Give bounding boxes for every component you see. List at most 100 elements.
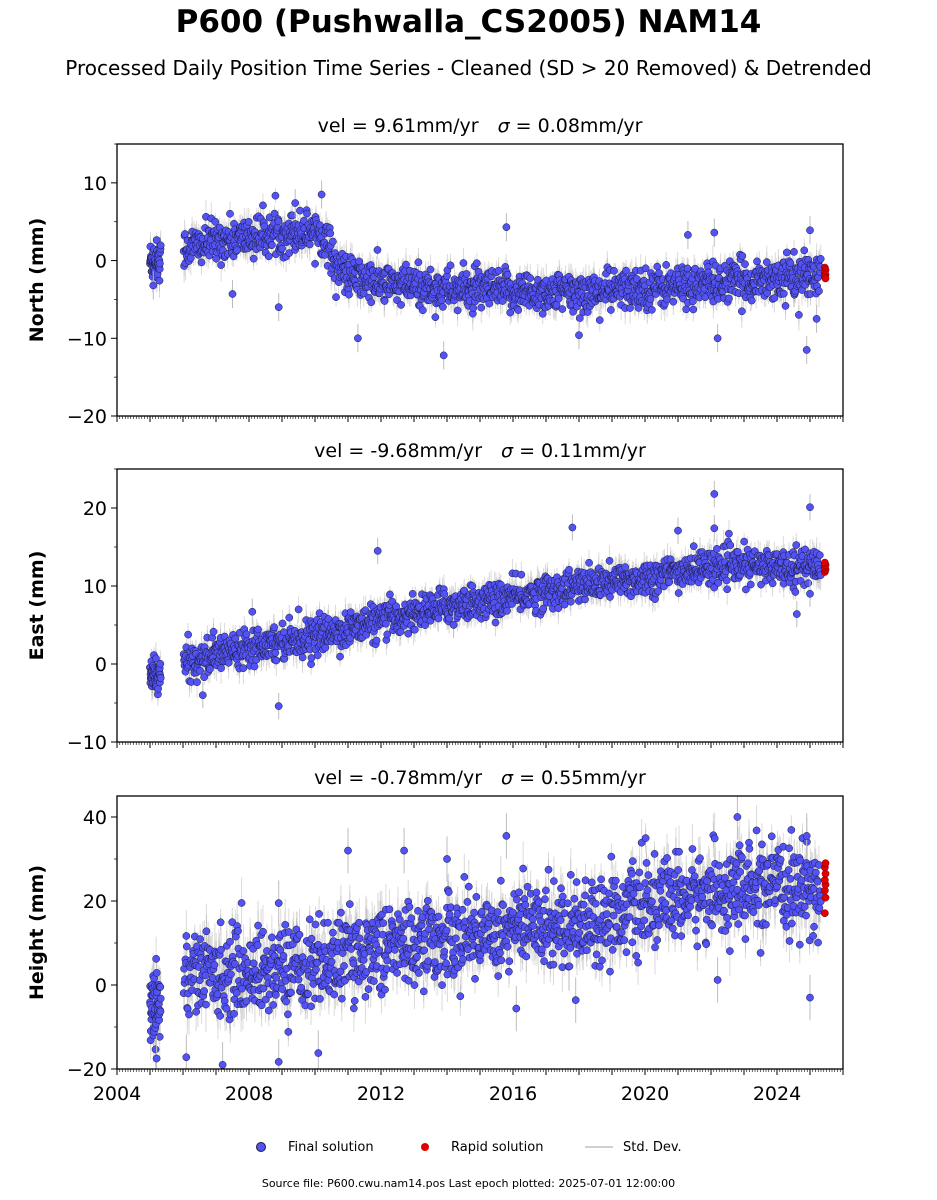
final-solution-point <box>485 299 494 308</box>
final-solution-outlier <box>812 315 821 323</box>
final-solution-point <box>554 294 563 303</box>
final-solution-point <box>303 209 311 218</box>
final-solution-point <box>632 275 641 283</box>
final-solution-point <box>453 306 462 315</box>
final-solution-point <box>753 257 761 266</box>
final-solution-point <box>249 254 258 263</box>
final-solution-point <box>431 313 440 322</box>
final-solution-point <box>494 266 503 275</box>
final-solution-point <box>197 258 206 267</box>
final-solution-point <box>738 252 747 260</box>
chart-subtitle: Processed Daily Position Time Series - C… <box>65 56 872 80</box>
final-solution-point <box>503 270 512 279</box>
final-solution-point <box>646 295 655 303</box>
panel-1: 10 0 −10 −20 North (mm) vel = 9.61mm/yr σ = 0… <box>26 115 844 428</box>
final-solution-point <box>296 206 304 215</box>
final-solution-point <box>259 201 267 210</box>
final-solution-point <box>437 296 446 305</box>
final-solution-point <box>669 297 678 306</box>
final-solution-point <box>738 307 746 316</box>
final-solution-point <box>622 266 630 275</box>
final-solution-point <box>779 289 788 298</box>
final-solution-outlier <box>806 226 814 235</box>
y-tick-label: −20 <box>67 406 107 428</box>
rapid-solution-points <box>821 263 830 283</box>
final-solution-outlier <box>575 331 583 340</box>
x-ticks <box>116 416 844 422</box>
final-solution-point <box>264 252 273 261</box>
final-solution-point <box>679 294 687 303</box>
final-solution-point <box>689 297 697 306</box>
final-solution-outlier <box>439 351 448 360</box>
final-solution-point <box>397 301 405 309</box>
final-solution-point <box>641 264 650 273</box>
final-solution-point <box>268 241 276 249</box>
sigma-text: = 0.08mm/yr <box>510 115 643 137</box>
chart-title: P600 (Pushwalla_CS2005) NAM14 <box>175 4 762 40</box>
final-solution-point <box>321 251 329 259</box>
final-solution-point <box>506 308 515 317</box>
final-solution-outlier <box>502 223 511 232</box>
final-solution-point <box>655 269 663 277</box>
y-axis-label: North (mm) <box>26 218 48 343</box>
rapid-solution-point <box>821 274 830 283</box>
final-solution-point <box>816 255 825 263</box>
final-solution-point <box>414 258 423 267</box>
final-solution-point <box>662 261 670 269</box>
final-solution-outlier <box>684 231 692 239</box>
final-solution-point <box>741 260 749 268</box>
final-solution-point <box>725 294 733 303</box>
final-solution-point <box>786 259 795 267</box>
final-solution-point <box>305 240 314 249</box>
final-solution-point <box>380 297 389 305</box>
final-solution-point <box>795 311 803 319</box>
final-solution-point <box>462 270 471 278</box>
final-solution-point <box>332 293 340 301</box>
final-solution-outlier <box>802 346 811 354</box>
final-solution-point <box>626 304 634 312</box>
final-solution-point <box>326 229 335 238</box>
final-solution-point <box>156 241 165 250</box>
final-solution-point <box>607 306 615 314</box>
final-solution-point <box>152 236 161 244</box>
final-solution-point <box>271 191 280 200</box>
final-solution-outlier <box>710 228 719 237</box>
final-solution-point <box>274 217 283 226</box>
final-solution-point <box>329 237 337 246</box>
final-solution-points <box>146 191 825 324</box>
final-solution-point <box>233 246 241 255</box>
final-solution-point <box>558 305 567 313</box>
final-solution-point <box>790 248 798 256</box>
y-tick-label: −10 <box>67 328 107 350</box>
final-solution-point <box>610 266 618 275</box>
final-solution-point <box>156 259 164 268</box>
final-solution-point <box>426 265 435 274</box>
final-solution-point <box>155 276 164 285</box>
final-solution-point <box>459 259 468 267</box>
final-solution-point <box>575 314 584 323</box>
final-solution-outlier <box>228 290 237 298</box>
final-solution-point <box>278 244 286 253</box>
final-solution-point <box>181 230 189 238</box>
final-solution-outlier <box>713 334 722 343</box>
final-solution-point <box>472 259 481 268</box>
final-solution-point <box>373 246 382 254</box>
final-solution-point <box>689 305 698 314</box>
final-solution-point <box>446 261 455 270</box>
final-solution-outlier <box>317 190 326 199</box>
y-tick-label: 10 <box>83 173 107 195</box>
final-solution-point <box>477 303 486 312</box>
final-solution-point <box>770 294 779 302</box>
final-solution-point <box>634 304 643 312</box>
final-solution-point <box>402 260 410 269</box>
final-solution-point <box>569 307 577 316</box>
final-solution-point <box>783 248 791 257</box>
final-solution-point <box>270 209 279 218</box>
final-solution-point <box>211 217 220 226</box>
final-solution-point <box>682 305 691 314</box>
final-solution-point <box>781 302 790 310</box>
final-solution-outlier <box>149 281 158 290</box>
final-solution-point <box>244 217 253 226</box>
plot-area <box>146 480 830 720</box>
